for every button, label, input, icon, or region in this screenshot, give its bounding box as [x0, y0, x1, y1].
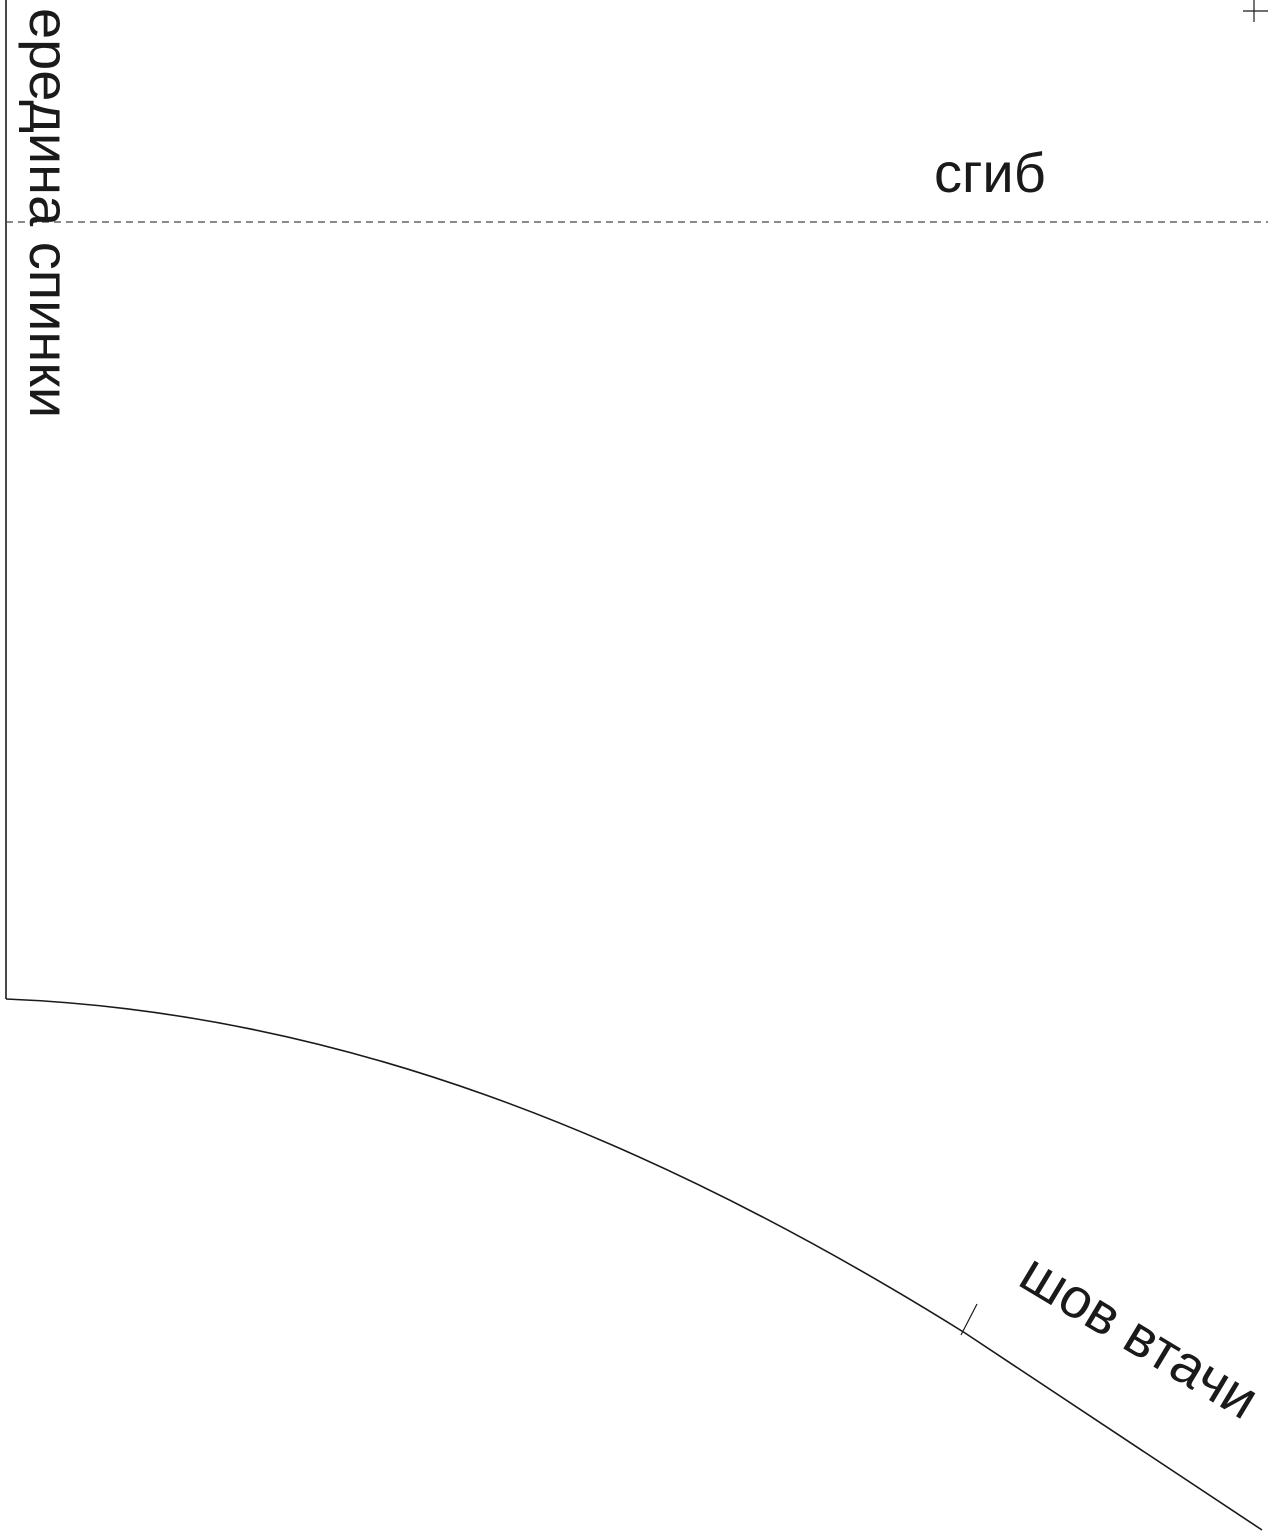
fold-label: сгиб [934, 141, 1046, 204]
center-back-label: ередина спинки [18, 8, 81, 418]
notch-mark [960, 1303, 978, 1336]
registration-cross-icon [1243, 0, 1268, 22]
seam-label: шов втачи [1010, 1240, 1268, 1431]
lower-curve-edge [5, 998, 1263, 1531]
